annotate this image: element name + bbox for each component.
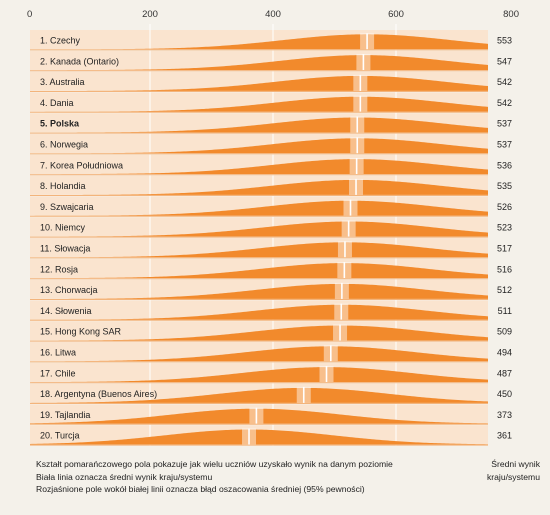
country-label: 1. Czechy — [40, 36, 81, 46]
distribution-shape — [30, 283, 488, 299]
country-label: 8. Holandia — [40, 181, 86, 191]
country-label: 16. Litwa — [40, 348, 76, 358]
mean-value-label: 526 — [497, 202, 512, 212]
mean-value-label: 361 — [497, 431, 512, 441]
mean-value-label: 487 — [497, 368, 512, 378]
mean-value-label: 553 — [497, 36, 512, 46]
country-label: 6. Norwegia — [40, 140, 88, 150]
mean-value-label: 373 — [497, 410, 512, 420]
country-label: 3. Australia — [40, 77, 85, 87]
x-tick-label: 200 — [142, 9, 158, 20]
mean-value-label: 542 — [497, 77, 512, 87]
legend-mean-line-note: Biała linia oznacza średni wynik kraju/s… — [36, 471, 213, 482]
country-label: 11. Słowacja — [40, 244, 90, 254]
distribution-shape — [30, 96, 488, 112]
country-label: 17. Chile — [40, 368, 76, 378]
legend: Kształt pomarańczowego pola pokazuje jak… — [36, 458, 416, 496]
country-label: 15. Hong Kong SAR — [40, 327, 122, 337]
x-tick-label: 400 — [265, 9, 281, 20]
mean-value-label: 512 — [497, 285, 512, 295]
country-label: 14. Słowenia — [40, 306, 92, 316]
distribution-shape — [30, 387, 488, 403]
country-label: 13. Chorwacja — [40, 285, 98, 295]
mean-value-label: 537 — [497, 119, 512, 129]
distribution-shape — [30, 304, 488, 320]
x-tick-label: 0 — [27, 9, 32, 20]
legend-shape-note: Kształt pomarańczowego pola pokazuje jak… — [36, 459, 393, 469]
country-label: 5. Polska — [40, 119, 80, 129]
country-label: 12. Rosja — [40, 264, 78, 274]
distribution-shape — [30, 179, 488, 195]
mean-value-label: 511 — [498, 306, 512, 316]
country-label: 7. Korea Południowa — [40, 160, 123, 170]
legend-error-band-note: Rozjaśnione pole wokół białej linii ozna… — [36, 484, 365, 494]
distribution-shape — [30, 159, 488, 175]
mean-value-label: 547 — [497, 56, 512, 66]
distribution-shape — [30, 242, 488, 258]
distribution-shape — [30, 117, 488, 133]
mean-value-label: 523 — [497, 223, 512, 233]
country-label: 10. Niemcy — [40, 223, 86, 233]
mean-score-header: Średni wynik kraju/systemu — [440, 458, 540, 483]
distribution-shape — [30, 221, 488, 237]
country-label: 4. Dania — [40, 98, 74, 108]
mean-value-label: 517 — [497, 244, 512, 254]
country-label: 19. Tajlandia — [40, 410, 90, 420]
distribution-shape — [30, 408, 488, 424]
mean-value-label: 450 — [497, 389, 512, 399]
mean-value-label: 536 — [497, 160, 512, 170]
mean-value-label: 537 — [497, 140, 512, 150]
distribution-shape — [30, 367, 488, 383]
mean-value-label: 535 — [497, 181, 512, 191]
mean-value-label: 542 — [497, 98, 512, 108]
distribution-shape — [30, 55, 488, 71]
mean-value-label: 509 — [497, 327, 512, 337]
country-label: 2. Kanada (Ontario) — [40, 56, 119, 66]
distribution-shape — [30, 138, 488, 154]
mean-score-header-line1: Średni wynik — [491, 459, 540, 469]
distribution-shape — [30, 200, 488, 216]
mean-value-label: 516 — [497, 264, 512, 274]
distribution-shape — [30, 34, 488, 50]
country-label: 9. Szwajcaria — [40, 202, 94, 212]
distribution-chart: 0 200 400 600 800 1. Czechy 553 2. Kanada (Onta… — [27, 9, 519, 446]
country-label: 20. Turcja — [40, 431, 80, 441]
x-tick-label: 800 — [503, 9, 519, 20]
distribution-shape — [30, 325, 488, 341]
distribution-shape — [30, 263, 488, 279]
mean-score-header-line2: kraju/systemu — [486, 471, 540, 482]
distribution-shape — [30, 346, 488, 362]
distribution-shape — [30, 75, 488, 91]
x-tick-label: 600 — [388, 9, 404, 20]
mean-value-label: 494 — [497, 348, 512, 358]
country-label: 18. Argentyna (Buenos Aires) — [40, 389, 157, 399]
distribution-shape — [30, 429, 488, 445]
